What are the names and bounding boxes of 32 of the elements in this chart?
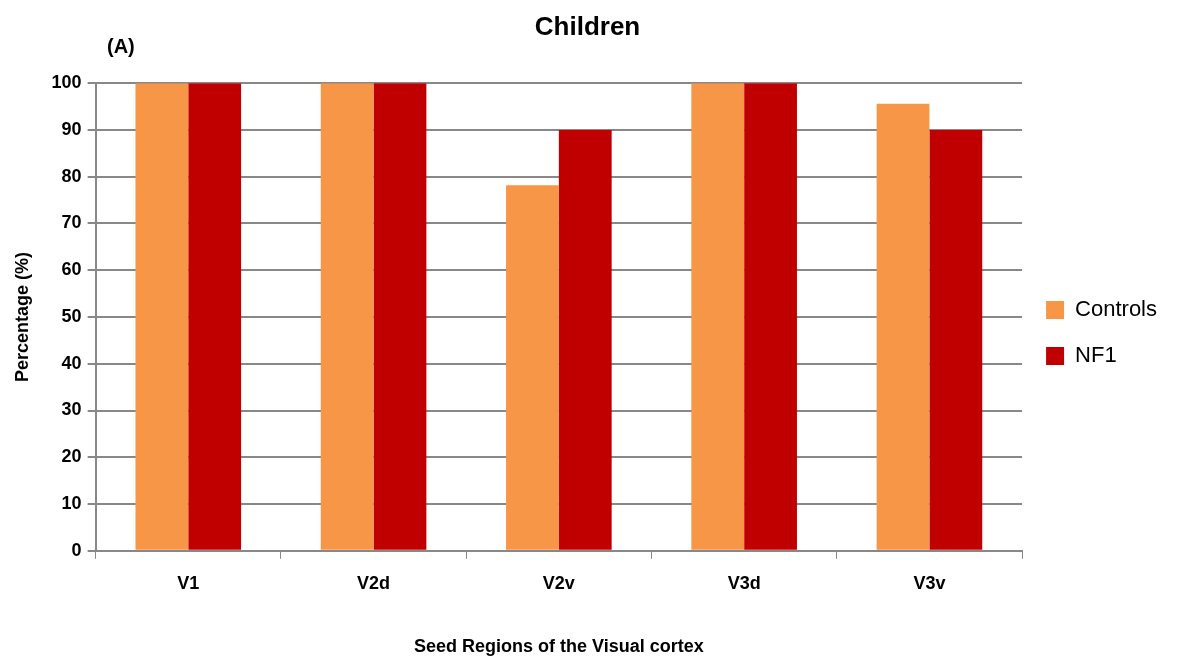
bar xyxy=(558,129,612,550)
y-tick-label: 70 xyxy=(61,212,82,233)
bar xyxy=(691,83,745,550)
y-tick-label: 60 xyxy=(61,259,82,280)
x-tick-label: V2v xyxy=(542,572,575,593)
bar xyxy=(373,83,427,550)
y-tick-label: 40 xyxy=(61,352,82,373)
y-tick-label: 80 xyxy=(61,165,82,186)
x-tick-label: V3d xyxy=(727,572,761,593)
x-tick-label: V1 xyxy=(177,572,200,593)
x-tick-label: V3v xyxy=(913,572,946,593)
bar xyxy=(876,103,930,550)
legend-label: NF1 xyxy=(1075,342,1117,368)
bar xyxy=(744,83,797,550)
y-axis-title: Percentage (%) xyxy=(11,251,32,383)
y-tick-label: 90 xyxy=(61,118,82,139)
chart-title: Children xyxy=(534,10,641,41)
y-tick-label: 0 xyxy=(71,539,82,560)
bar xyxy=(506,185,559,550)
text: (A) xyxy=(107,34,135,57)
y-tick-label: 50 xyxy=(61,305,82,326)
bar xyxy=(320,83,374,550)
bar xyxy=(188,83,242,550)
bar xyxy=(135,83,189,550)
y-tick-label: 100 xyxy=(51,72,82,93)
bar xyxy=(929,129,983,550)
y-tick-label: 30 xyxy=(61,399,82,420)
x-tick-label: V2d xyxy=(357,572,391,593)
y-tick-label: 20 xyxy=(61,446,82,467)
legend-label: Controls xyxy=(1075,296,1157,322)
y-tick-label: 10 xyxy=(61,493,82,514)
x-axis-title: Seed Regions of the Visual cortex xyxy=(413,636,704,657)
